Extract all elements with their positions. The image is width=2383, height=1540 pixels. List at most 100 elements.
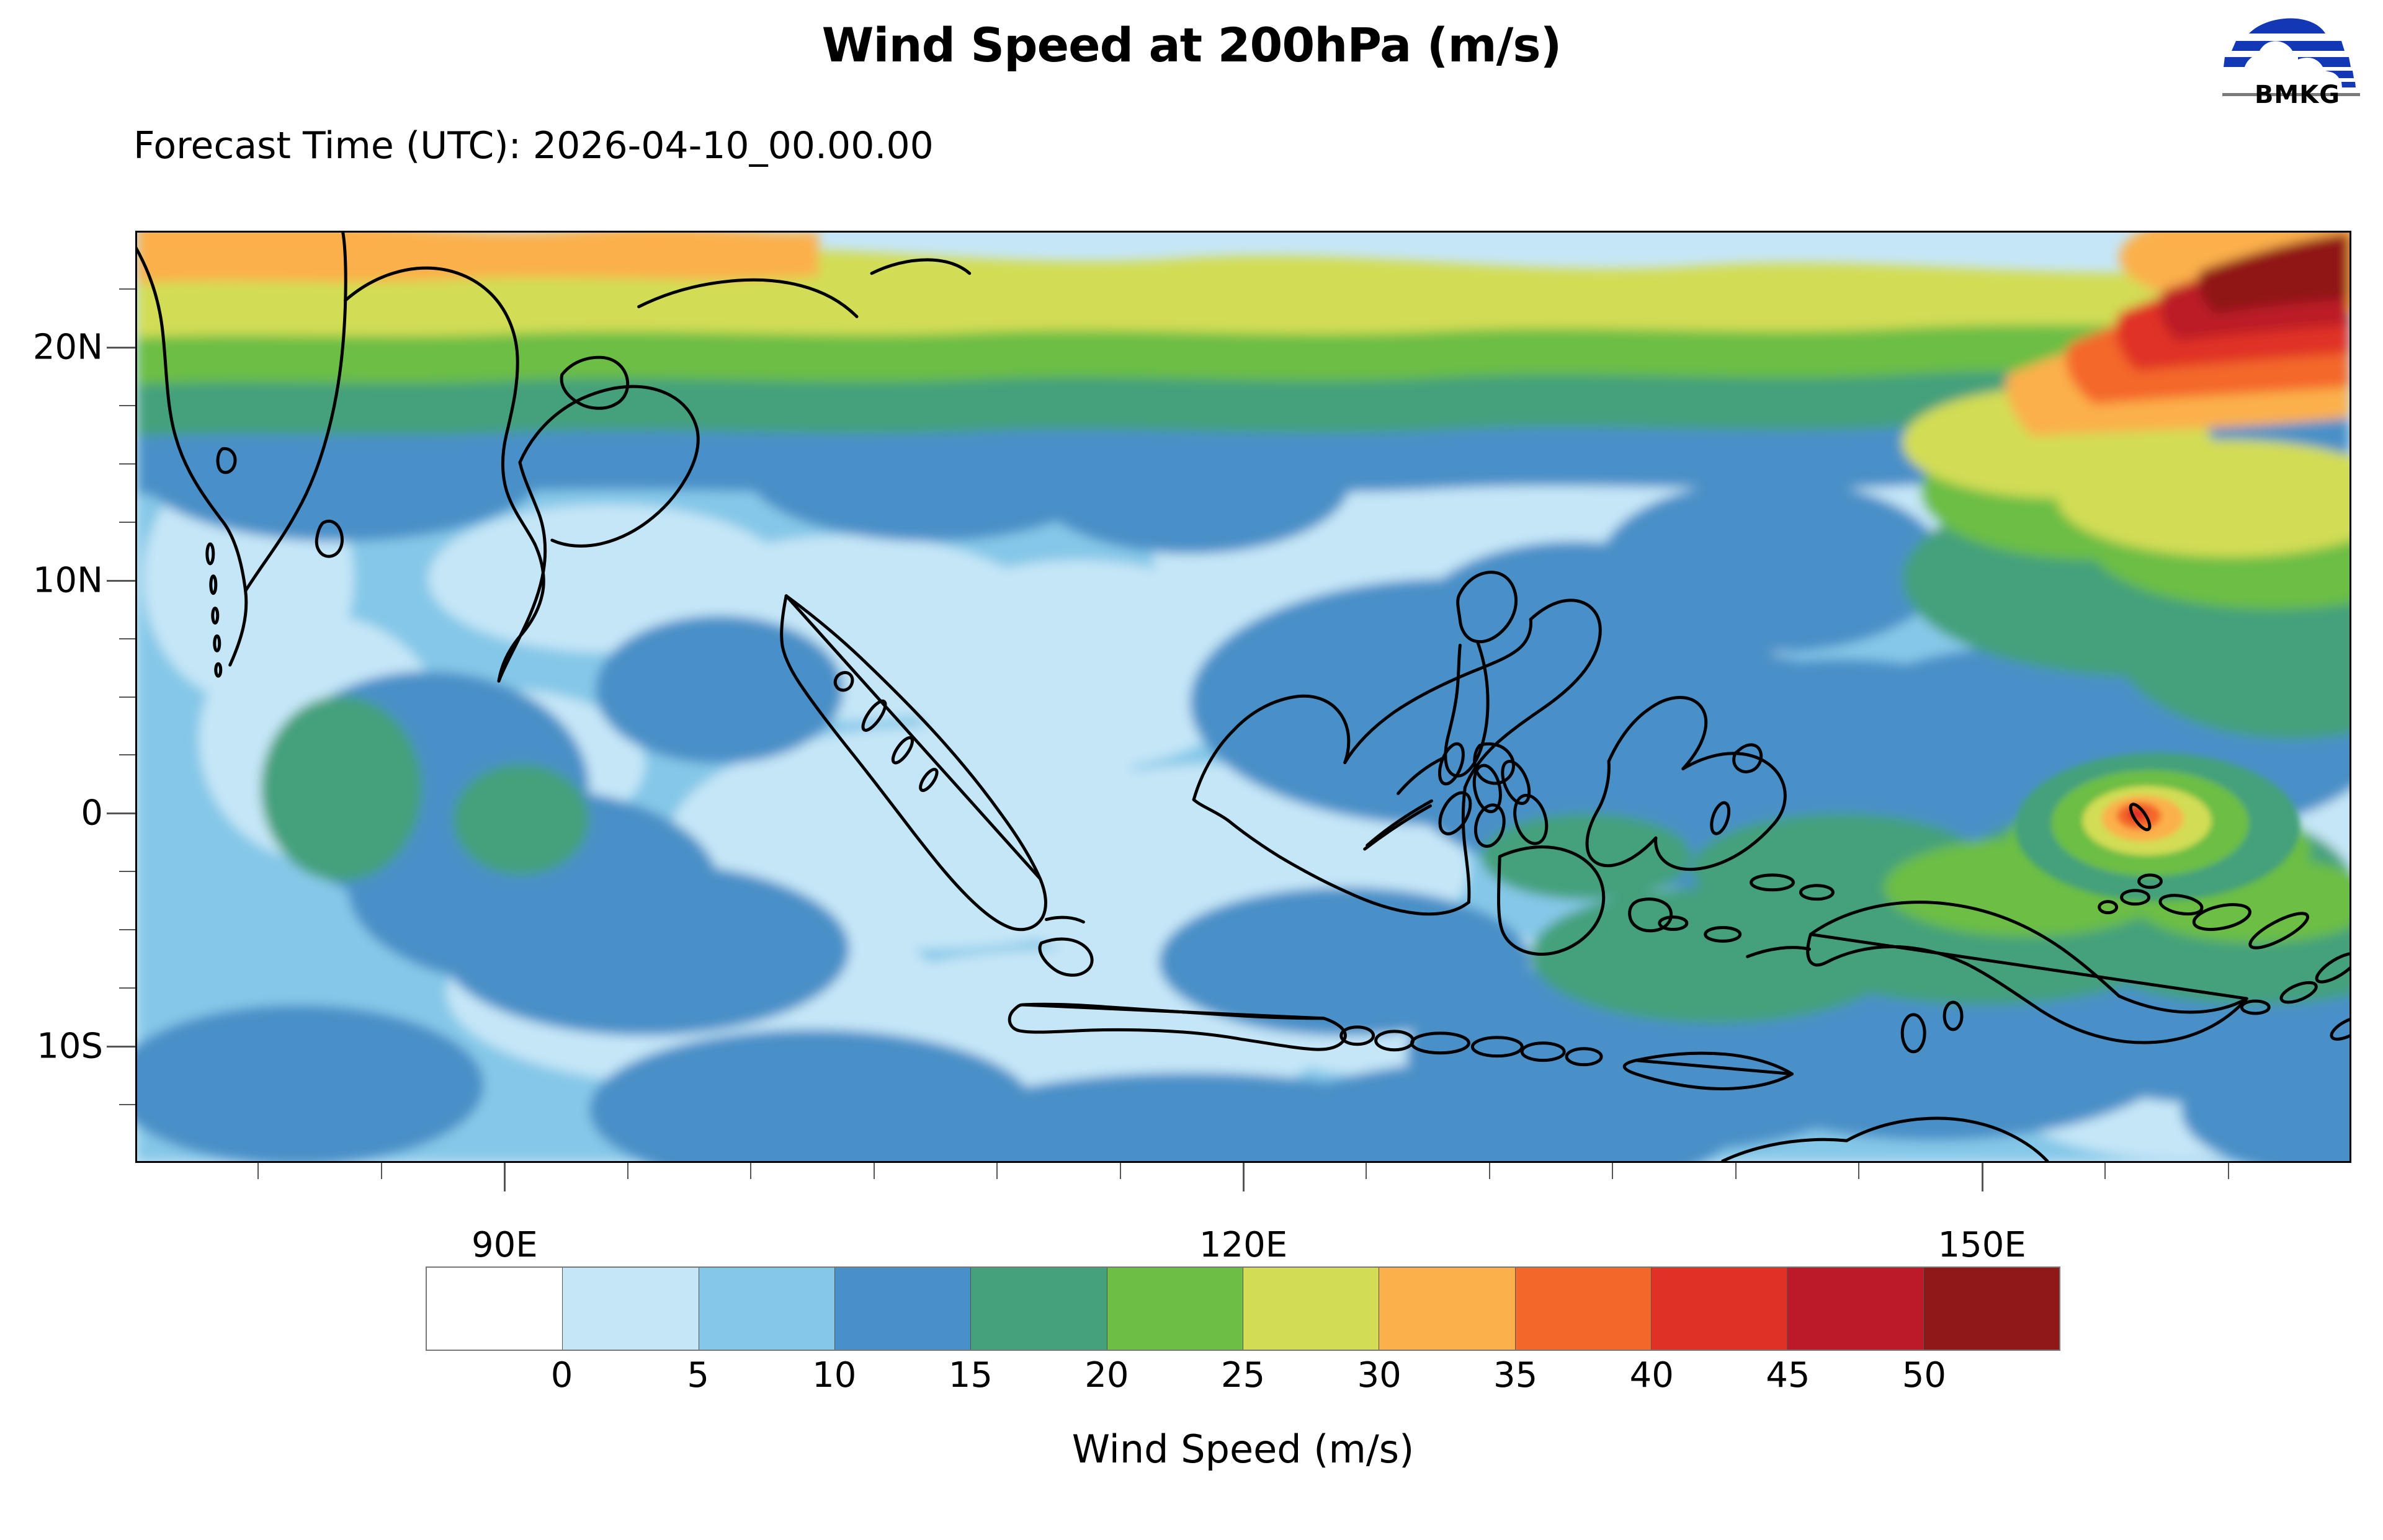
bmkg-logo (2220, 5, 2375, 104)
coast-borneo-west (1192, 694, 1351, 801)
y-axis-label: 10N (32, 560, 103, 601)
coast-taiwan-strait (870, 258, 972, 275)
coast-newguinea-north (1808, 901, 2121, 998)
coastlines (137, 233, 2349, 1161)
colorbar-swatch (563, 1268, 699, 1350)
contour-bands (137, 233, 2349, 1161)
logo-cloud-icon (2224, 18, 2356, 87)
forecast-time-subtitle: Forecast Time (UTC): 2026-04-10_00.00.00 (133, 124, 934, 167)
coast-australia-nw (1721, 1137, 1848, 1161)
colorbar-swatch (1107, 1268, 1243, 1350)
coast-java-south (1008, 1003, 1347, 1051)
x-tick-major (504, 1163, 506, 1191)
x-tick-minor (996, 1163, 998, 1179)
colorbar-swatch (1515, 1268, 1652, 1350)
y-axis-label: 10S (37, 1026, 103, 1067)
coast-sri-lanka (315, 519, 344, 558)
y-axis-label: 20N (32, 327, 103, 368)
coast-china-south (637, 278, 859, 318)
x-axis-label: 90E (472, 1225, 538, 1265)
x-tick-minor (1735, 1163, 1737, 1179)
x-axis-label: 120E (1199, 1225, 1288, 1265)
y-tick-minor (119, 871, 135, 873)
coast-sumatra-west (784, 594, 1042, 881)
coast-indochina (518, 385, 700, 523)
coast-luzon-north (1456, 571, 1518, 644)
colorbar-tick-label: 25 (1220, 1355, 1266, 1395)
y-tick-minor (119, 404, 135, 406)
coast-malay-peninsula-east (497, 461, 547, 683)
colorbar-tick-label: 5 (687, 1355, 709, 1395)
x-tick-major (1243, 1163, 1245, 1191)
y-tick-major (107, 812, 135, 815)
x-tick-minor (1612, 1163, 1614, 1179)
colorbar-tick-label: 10 (812, 1355, 857, 1395)
colorbar-swatch (1379, 1268, 1516, 1350)
coast-sulawesi-north (1607, 696, 1708, 771)
coast-papua-west (1746, 946, 1811, 958)
map-plot-area (135, 231, 2351, 1163)
coast-india-west (137, 246, 248, 667)
coast-sulawesi-se (1654, 822, 1776, 871)
coast-sumatra-east (780, 594, 1047, 932)
y-tick-minor (119, 1104, 135, 1106)
coast-luzon-bicol (1473, 742, 1515, 785)
coast-gulf-thailand (550, 520, 650, 548)
colorbar-swatch (834, 1268, 972, 1350)
y-tick-minor (119, 696, 135, 698)
coast-borneo-south (1192, 798, 1470, 916)
colorbar-tick-label: 50 (1902, 1355, 1947, 1395)
coast-sulawesi-ne (1681, 752, 1787, 826)
x-tick-minor (873, 1163, 875, 1179)
coast-timor-south (1622, 1059, 1794, 1090)
coast-buton (1628, 897, 1673, 933)
x-tick-minor (257, 1163, 259, 1179)
y-axis-label: 0 (81, 793, 103, 834)
y-tick-minor (119, 987, 135, 989)
y-tick-minor (119, 929, 135, 931)
coast-india-east (244, 233, 347, 593)
x-tick-minor (750, 1163, 752, 1179)
colorbar-tick-label: 20 (1084, 1355, 1129, 1395)
x-tick-minor (1858, 1163, 1860, 1179)
colorbar-tick-label: 0 (550, 1355, 573, 1395)
colorbar-swatch (1243, 1268, 1380, 1350)
y-tick-minor (119, 521, 135, 523)
coast-singapore (1045, 915, 1085, 924)
coast-maluku (1658, 743, 1835, 943)
coast-mentawai (861, 699, 939, 792)
coast-gujarat-bay (216, 447, 237, 474)
y-tick-minor (119, 754, 135, 756)
colorbar-swatch (1787, 1268, 1924, 1350)
coast-maldives (205, 542, 223, 678)
colorbar-swatch (699, 1268, 835, 1350)
colorbar (426, 1266, 2060, 1351)
colorbar-label: Wind Speed (m/s) (1071, 1427, 1415, 1472)
contour-band-50-plus (2198, 233, 2349, 314)
coast-bismarck (2098, 873, 2251, 932)
y-tick-major (107, 346, 135, 349)
coast-sulawesi-sw (1585, 760, 1658, 868)
coast-myanmar-west (343, 266, 537, 546)
solomon-vortex-max (2014, 752, 2300, 901)
coast-borneo-ne (1463, 599, 1602, 789)
y-tick-minor (119, 638, 135, 639)
coast-palawan-n (1366, 799, 1433, 847)
logo-divider (2222, 93, 2360, 96)
coast-nusa-tenggara (1339, 1025, 1603, 1067)
wind-speed-contour-field (137, 233, 2349, 1161)
coast-visayas (1437, 742, 1549, 848)
x-tick-major (1981, 1163, 1983, 1191)
x-axis-label: 150E (1938, 1225, 2026, 1265)
coast-australia-north (1844, 1116, 2049, 1161)
y-tick-major (107, 1046, 135, 1048)
coast-palawan-s (1363, 804, 1432, 851)
coast-mindoro (1397, 756, 1446, 795)
coast-borneo-east (1461, 785, 1471, 904)
colorbar-swatch (1651, 1268, 1788, 1350)
x-tick-minor (2104, 1163, 2106, 1179)
colorbar-swatch (427, 1268, 563, 1350)
x-tick-minor (1366, 1163, 1367, 1179)
x-tick-minor (1488, 1163, 1490, 1179)
